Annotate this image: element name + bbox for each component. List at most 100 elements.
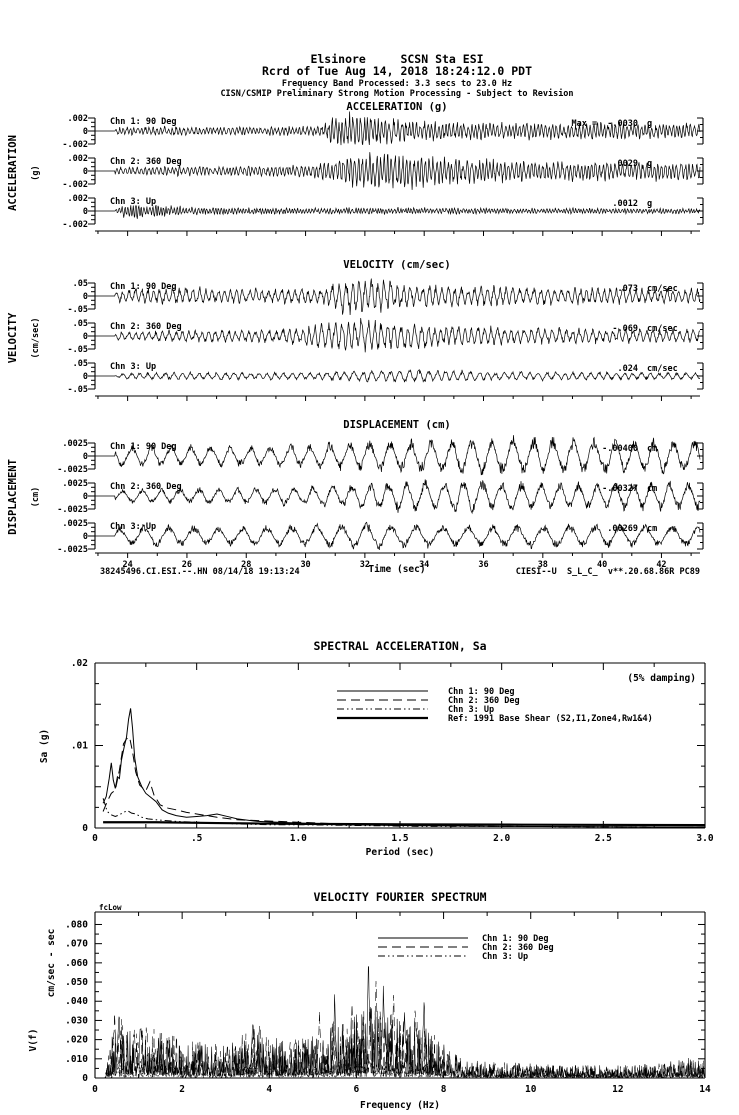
fourier-y-tick-label: .060 [65,958,88,969]
time-tick-label: 40 [597,560,607,570]
peak-units-label: g [647,119,652,129]
fourier-x-tick-label: 4 [266,1084,272,1095]
fourier-y-tick-label: .030 [65,1015,88,1026]
y-tick-label: -.05 [68,305,88,315]
peak-value-label: Max = -.0030 [571,119,638,129]
fourier-spectrum-chn2 [95,980,706,1079]
peak-units-label: cm/sec [647,324,678,334]
peak-value-label: .0029 [612,159,638,169]
sa-legend-label: Ref: 1991 Base Shear (S2,I1,Zone4,Rw1&4) [448,714,653,724]
velocity-title: VELOCITY (cm/sec) [343,259,450,271]
sa-y-tick-label: 0 [82,823,88,834]
y-tick-label: 0 [83,292,88,302]
y-tick-label: 0 [83,532,88,542]
channel-label: Chn 1: 90 Deg [110,117,177,127]
fourier-y-tick-label: .040 [65,996,88,1007]
sa-title: SPECTRAL ACCELERATION, Sa [313,639,486,653]
time-tick-label: 38 [538,560,548,570]
time-tick-label: 26 [182,560,192,570]
trace-velocity-chn1 [95,278,701,315]
fourier-x-tick-label: 8 [441,1084,447,1095]
y-tick-label: 0 [83,332,88,342]
sa-x-tick-label: 1.5 [391,833,408,844]
y-tick-label: 0 [83,452,88,462]
fourier-title: VELOCITY FOURIER SPECTRUM [313,890,486,904]
fourier-y-axis-units: cm/sec - sec [46,929,57,998]
displacement-title: DISPLACEMENT (cm) [343,419,450,431]
fourier-y-tick-label: .070 [65,939,88,950]
fourier-y-tick-label: .080 [65,919,88,930]
header-disclaimer-line: CISN/CSMIP Preliminary Strong Motion Pro… [220,88,573,99]
peak-value-label: -.00400 [602,444,638,454]
y-tick-label: 0 [83,207,88,217]
y-tick-label: .05 [73,319,88,329]
channel-label: Chn 1: 90 Deg [110,282,177,292]
peak-value-label: -.00327 [602,484,638,494]
y-tick-label: .002 [68,154,88,164]
sa-curve-1 [102,708,706,828]
time-tick-label: 24 [122,560,132,570]
channel-label: Chn 3: Up [110,197,156,207]
sa-x-tick-label: 2.5 [595,833,612,844]
channel-label: Chn 2: 360 Deg [110,322,182,332]
footer-version: CIESI--U S_L_C_ v**.20.68.86R PC89 [516,567,700,577]
sa-legend-label: Chn 3: Up [448,705,494,715]
velocity-side-units: (cm/sec) [31,318,41,359]
acceleration-side-units: (g) [31,165,41,180]
header-station-line: Elsinore SCSN Sta ESI [310,52,483,66]
y-tick-label: -.002 [62,180,88,190]
sa-curve-4 [103,821,706,827]
displacement-side-label: DISPLACEMENT [7,459,19,535]
sa-x-tick-label: 2.0 [493,833,510,844]
time-tick-label: 28 [241,560,251,570]
trace-acceleration-chn1 [95,111,701,146]
sa-x-axis-label: Period (sec) [366,847,435,858]
time-tick-label: 32 [360,560,370,570]
trace-velocity-chn2 [95,318,701,353]
channel-label: Chn 2: 360 Deg [110,157,182,167]
peak-value-label: .0012 [612,199,638,209]
peak-units-label: cm/sec [647,284,678,294]
time-tick-label: 34 [419,560,429,570]
y-tick-label: -.002 [62,140,88,150]
time-axis-label: Time (sec) [368,564,425,575]
y-tick-label: -.0025 [57,505,88,515]
peak-units-label: g [647,159,652,169]
sa-x-tick-label: 0 [92,833,98,844]
sa-x-tick-label: 1.0 [290,833,307,844]
displacement-side-units: (cm) [31,487,41,507]
y-tick-label: .05 [73,279,88,289]
y-tick-label: .0025 [62,439,88,449]
channel-label: Chn 3: Up [110,522,156,532]
y-tick-label: .0025 [62,479,88,489]
fourier-x-axis-label: Frequency (Hz) [360,1100,440,1111]
time-tick-label: 30 [300,560,310,570]
peak-value-label: .024 [618,364,638,374]
fourier-x-tick-label: 12 [612,1084,623,1095]
time-tick-label: 36 [478,560,488,570]
peak-units-label: g [647,199,652,209]
sa-damping-annotation: (5% damping) [627,673,696,684]
y-tick-label: .05 [73,359,88,369]
fourier-y-tick-label: .010 [65,1054,88,1065]
fourier-y-axis-label-vf: V(f) [28,1029,39,1052]
y-tick-label: -.002 [62,220,88,230]
fourier-spectrum-chn1 [95,966,706,1079]
y-tick-label: 0 [83,492,88,502]
fourier-x-tick-label: 10 [525,1084,537,1095]
velocity-side-label: VELOCITY [7,312,19,363]
fourier-x-tick-label: 6 [354,1084,360,1095]
header-record-line: Rcrd of Tue Aug 14, 2018 18:24:12.0 PDT [262,64,532,78]
fourier-y-tick-label: .050 [65,977,88,988]
y-tick-label: -.0025 [57,465,88,475]
footer-record-id: 38245496.CI.ESI.--.HN 08/14/18 19:13:24 [100,567,300,577]
sa-curve-2 [102,736,706,828]
sa-y-tick-label: .02 [71,658,88,669]
y-tick-label: .002 [68,194,88,204]
trace-displacement-chn3 [95,521,701,551]
acceleration-side-label: ACCELERATION [7,135,19,211]
sa-y-axis-label: Sa (g) [39,729,50,763]
acceleration-title: ACCELERATION (g) [346,101,447,113]
